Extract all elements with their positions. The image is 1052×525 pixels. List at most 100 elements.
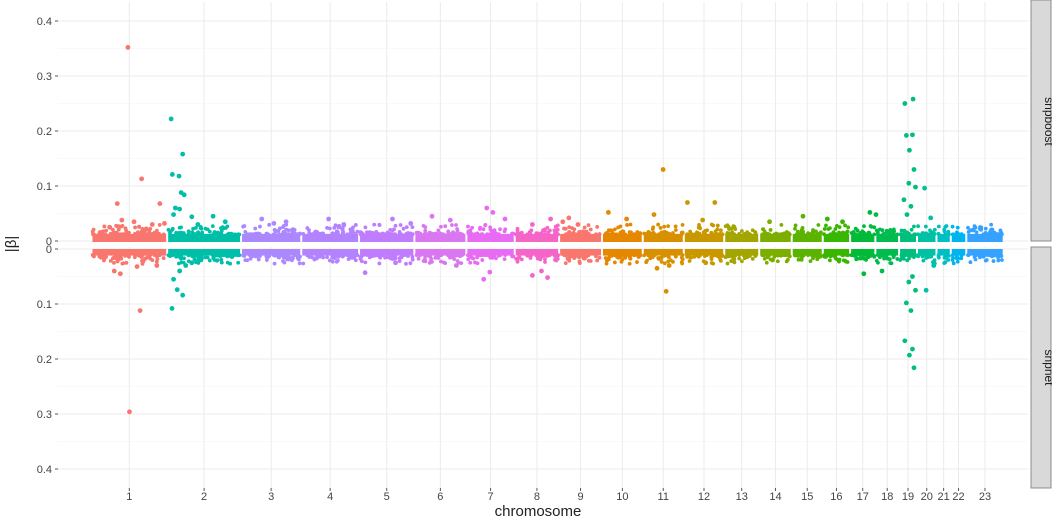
baseline-point-snpboost: [192, 232, 197, 237]
data-point-snpboost: [902, 101, 908, 106]
baseline-point-snpnet: [916, 253, 921, 258]
baseline-point-snpnet: [979, 253, 983, 257]
baseline-point-snpnet: [638, 253, 643, 258]
x-axis-title: chromosome: [495, 503, 582, 520]
baseline-point-snpboost: [737, 232, 742, 237]
baseline-point-snpnet: [563, 261, 568, 266]
baseline-point-snpboost: [253, 226, 258, 231]
baseline-point-snpboost: [547, 228, 552, 233]
baseline-point-snpnet: [377, 254, 381, 258]
data-point-snpboost: [907, 147, 912, 153]
baseline-point-snpnet: [377, 261, 382, 266]
y-tick-label-snpboost: 0: [46, 236, 52, 248]
baseline-point-snpnet: [466, 257, 471, 262]
baseline-band-snpboost: [602, 233, 642, 242]
baseline-point-snpnet: [604, 261, 609, 266]
baseline-point-snpnet: [121, 261, 126, 266]
baseline-point-snpnet: [943, 260, 948, 265]
y-tick-label-snpnet: 0.1: [37, 299, 52, 311]
baseline-point-snpboost: [307, 228, 311, 233]
baseline-point-snpboost: [877, 227, 882, 232]
baseline-point-snpboost: [713, 229, 718, 234]
baseline-point-snpboost: [612, 227, 617, 232]
baseline-point-snpnet: [946, 258, 951, 262]
baseline-point-snpnet: [154, 259, 159, 264]
baseline-point-snpboost: [205, 227, 210, 232]
baseline-point-snpnet: [384, 253, 389, 258]
baseline-point-snpboost: [835, 224, 839, 228]
data-point-snpnet: [362, 270, 368, 276]
x-tick-label: 21: [937, 491, 949, 503]
baseline-point-snpboost: [904, 232, 908, 237]
baseline-point-snpboost: [364, 230, 369, 235]
baseline-point-snpboost: [307, 231, 312, 236]
baseline-point-snpboost: [846, 225, 851, 230]
baseline-point-snpnet: [161, 256, 166, 260]
y-tick-label-snpboost: 0.2: [37, 126, 52, 138]
baseline-point-snpnet: [225, 254, 230, 259]
baseline-point-snpboost: [443, 224, 448, 229]
baseline-point-snpboost: [478, 225, 483, 230]
baseline-band-snpnet: [643, 249, 683, 256]
baseline-point-snpboost: [642, 231, 646, 236]
baseline-point-snpnet: [397, 256, 402, 261]
baseline-point-snpboost: [296, 232, 301, 236]
baseline-band-snpboost: [937, 233, 950, 242]
baseline-point-snpboost: [313, 229, 318, 234]
baseline-point-snpnet: [737, 253, 742, 257]
baseline-point-snpboost: [862, 224, 866, 229]
baseline-point-snpnet: [290, 258, 294, 263]
baseline-point-snpboost: [942, 227, 947, 232]
data-point-snpboost: [484, 205, 490, 211]
baseline-point-snpboost: [266, 232, 271, 237]
baseline-point-snpboost: [404, 225, 409, 230]
baseline-point-snpnet: [747, 253, 752, 258]
data-point-snpnet: [666, 263, 672, 268]
baseline-point-snpboost: [845, 229, 850, 234]
baseline-point-snpboost: [816, 223, 821, 227]
baseline-point-snpnet: [586, 258, 591, 263]
baseline-point-snpboost: [618, 224, 623, 229]
baseline-point-snpboost: [753, 230, 757, 234]
data-point-snpboost: [177, 206, 183, 212]
data-point-snpnet: [111, 268, 117, 274]
baseline-point-snpboost: [742, 232, 746, 237]
data-point-snpboost: [149, 222, 155, 227]
y-tick-label-snpnet: 0: [46, 244, 52, 256]
baseline-point-snpboost: [801, 229, 805, 234]
data-point-snpnet: [908, 308, 914, 313]
baseline-point-snpboost: [779, 222, 784, 227]
baseline-point-snpboost: [697, 222, 701, 227]
data-point-snpnet: [127, 409, 132, 415]
baseline-point-snpboost: [433, 231, 438, 236]
baseline-point-snpnet: [662, 253, 667, 258]
baseline-point-snpnet: [307, 253, 311, 257]
x-tick-label: 13: [736, 491, 748, 503]
baseline-point-snpboost: [319, 231, 324, 236]
baseline-point-snpnet: [191, 253, 196, 258]
baseline-point-snpnet: [112, 260, 116, 265]
baseline-point-snpnet: [644, 260, 649, 265]
baseline-point-snpnet: [796, 257, 801, 262]
baseline-point-snpnet: [831, 253, 836, 258]
baseline-point-snpnet: [145, 255, 150, 260]
baseline-point-snpboost: [992, 230, 997, 235]
baseline-band-snpnet: [851, 249, 875, 256]
baseline-point-snpnet: [718, 257, 723, 262]
baseline-point-snpnet: [950, 253, 955, 257]
baseline-point-snpboost: [979, 226, 983, 231]
baseline-band-snpnet: [900, 249, 917, 256]
data-point-snpnet: [654, 265, 660, 271]
baseline-point-bands: [90, 222, 1004, 266]
baseline-band-snpnet: [360, 249, 414, 256]
baseline-point-snpnet: [811, 256, 815, 261]
baseline-point-snpnet: [725, 261, 730, 266]
baseline-point-snpboost: [983, 226, 988, 231]
baseline-point-snpboost: [176, 231, 180, 236]
baseline-point-snpnet: [642, 253, 646, 258]
baseline-band-snpboost: [467, 233, 514, 242]
baseline-point-snpnet: [166, 253, 171, 257]
baseline-point-snpnet: [408, 261, 413, 266]
x-tick-label: 19: [902, 491, 914, 503]
baseline-point-snpnet: [441, 260, 446, 265]
